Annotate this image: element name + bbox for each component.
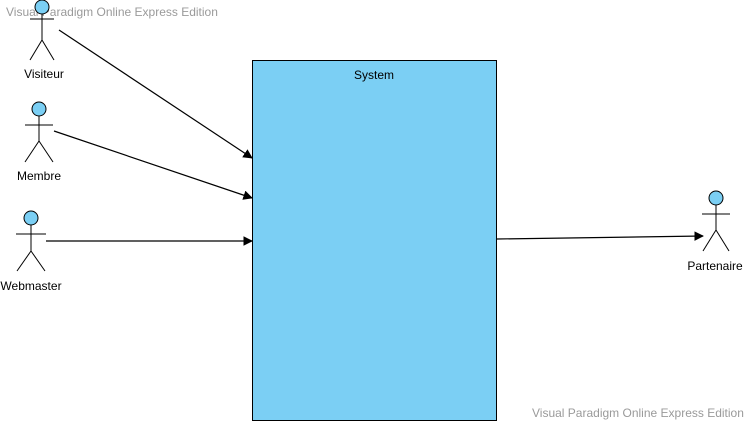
actor-membre[interactable]	[24, 101, 54, 163]
watermark-top: Visual Paradigm Online Express Edition	[6, 5, 218, 19]
actor-label-webmaster: Webmaster	[0, 279, 62, 293]
actor-partenaire-head	[708, 190, 724, 206]
system-title: System	[353, 68, 395, 82]
actor-label-membre: Membre	[16, 169, 62, 183]
system-boundary[interactable]	[252, 60, 497, 421]
actor-membre-head	[31, 101, 47, 117]
association-visiteur[interactable]	[58, 29, 253, 159]
actor-label-visiteur: Visiteur	[24, 67, 64, 81]
actor-label-partenaire: Partenaire	[687, 259, 743, 273]
actor-webmaster[interactable]	[16, 210, 46, 272]
association-partenaire[interactable]	[496, 231, 704, 241]
actor-visiteur[interactable]	[29, 0, 55, 61]
actor-visiteur-head	[34, 0, 50, 15]
watermark-bottom: Visual Paradigm Online Express Edition	[532, 406, 744, 420]
actor-partenaire[interactable]	[702, 190, 730, 252]
actor-webmaster-head	[23, 210, 39, 226]
association-membre[interactable]	[53, 130, 253, 200]
